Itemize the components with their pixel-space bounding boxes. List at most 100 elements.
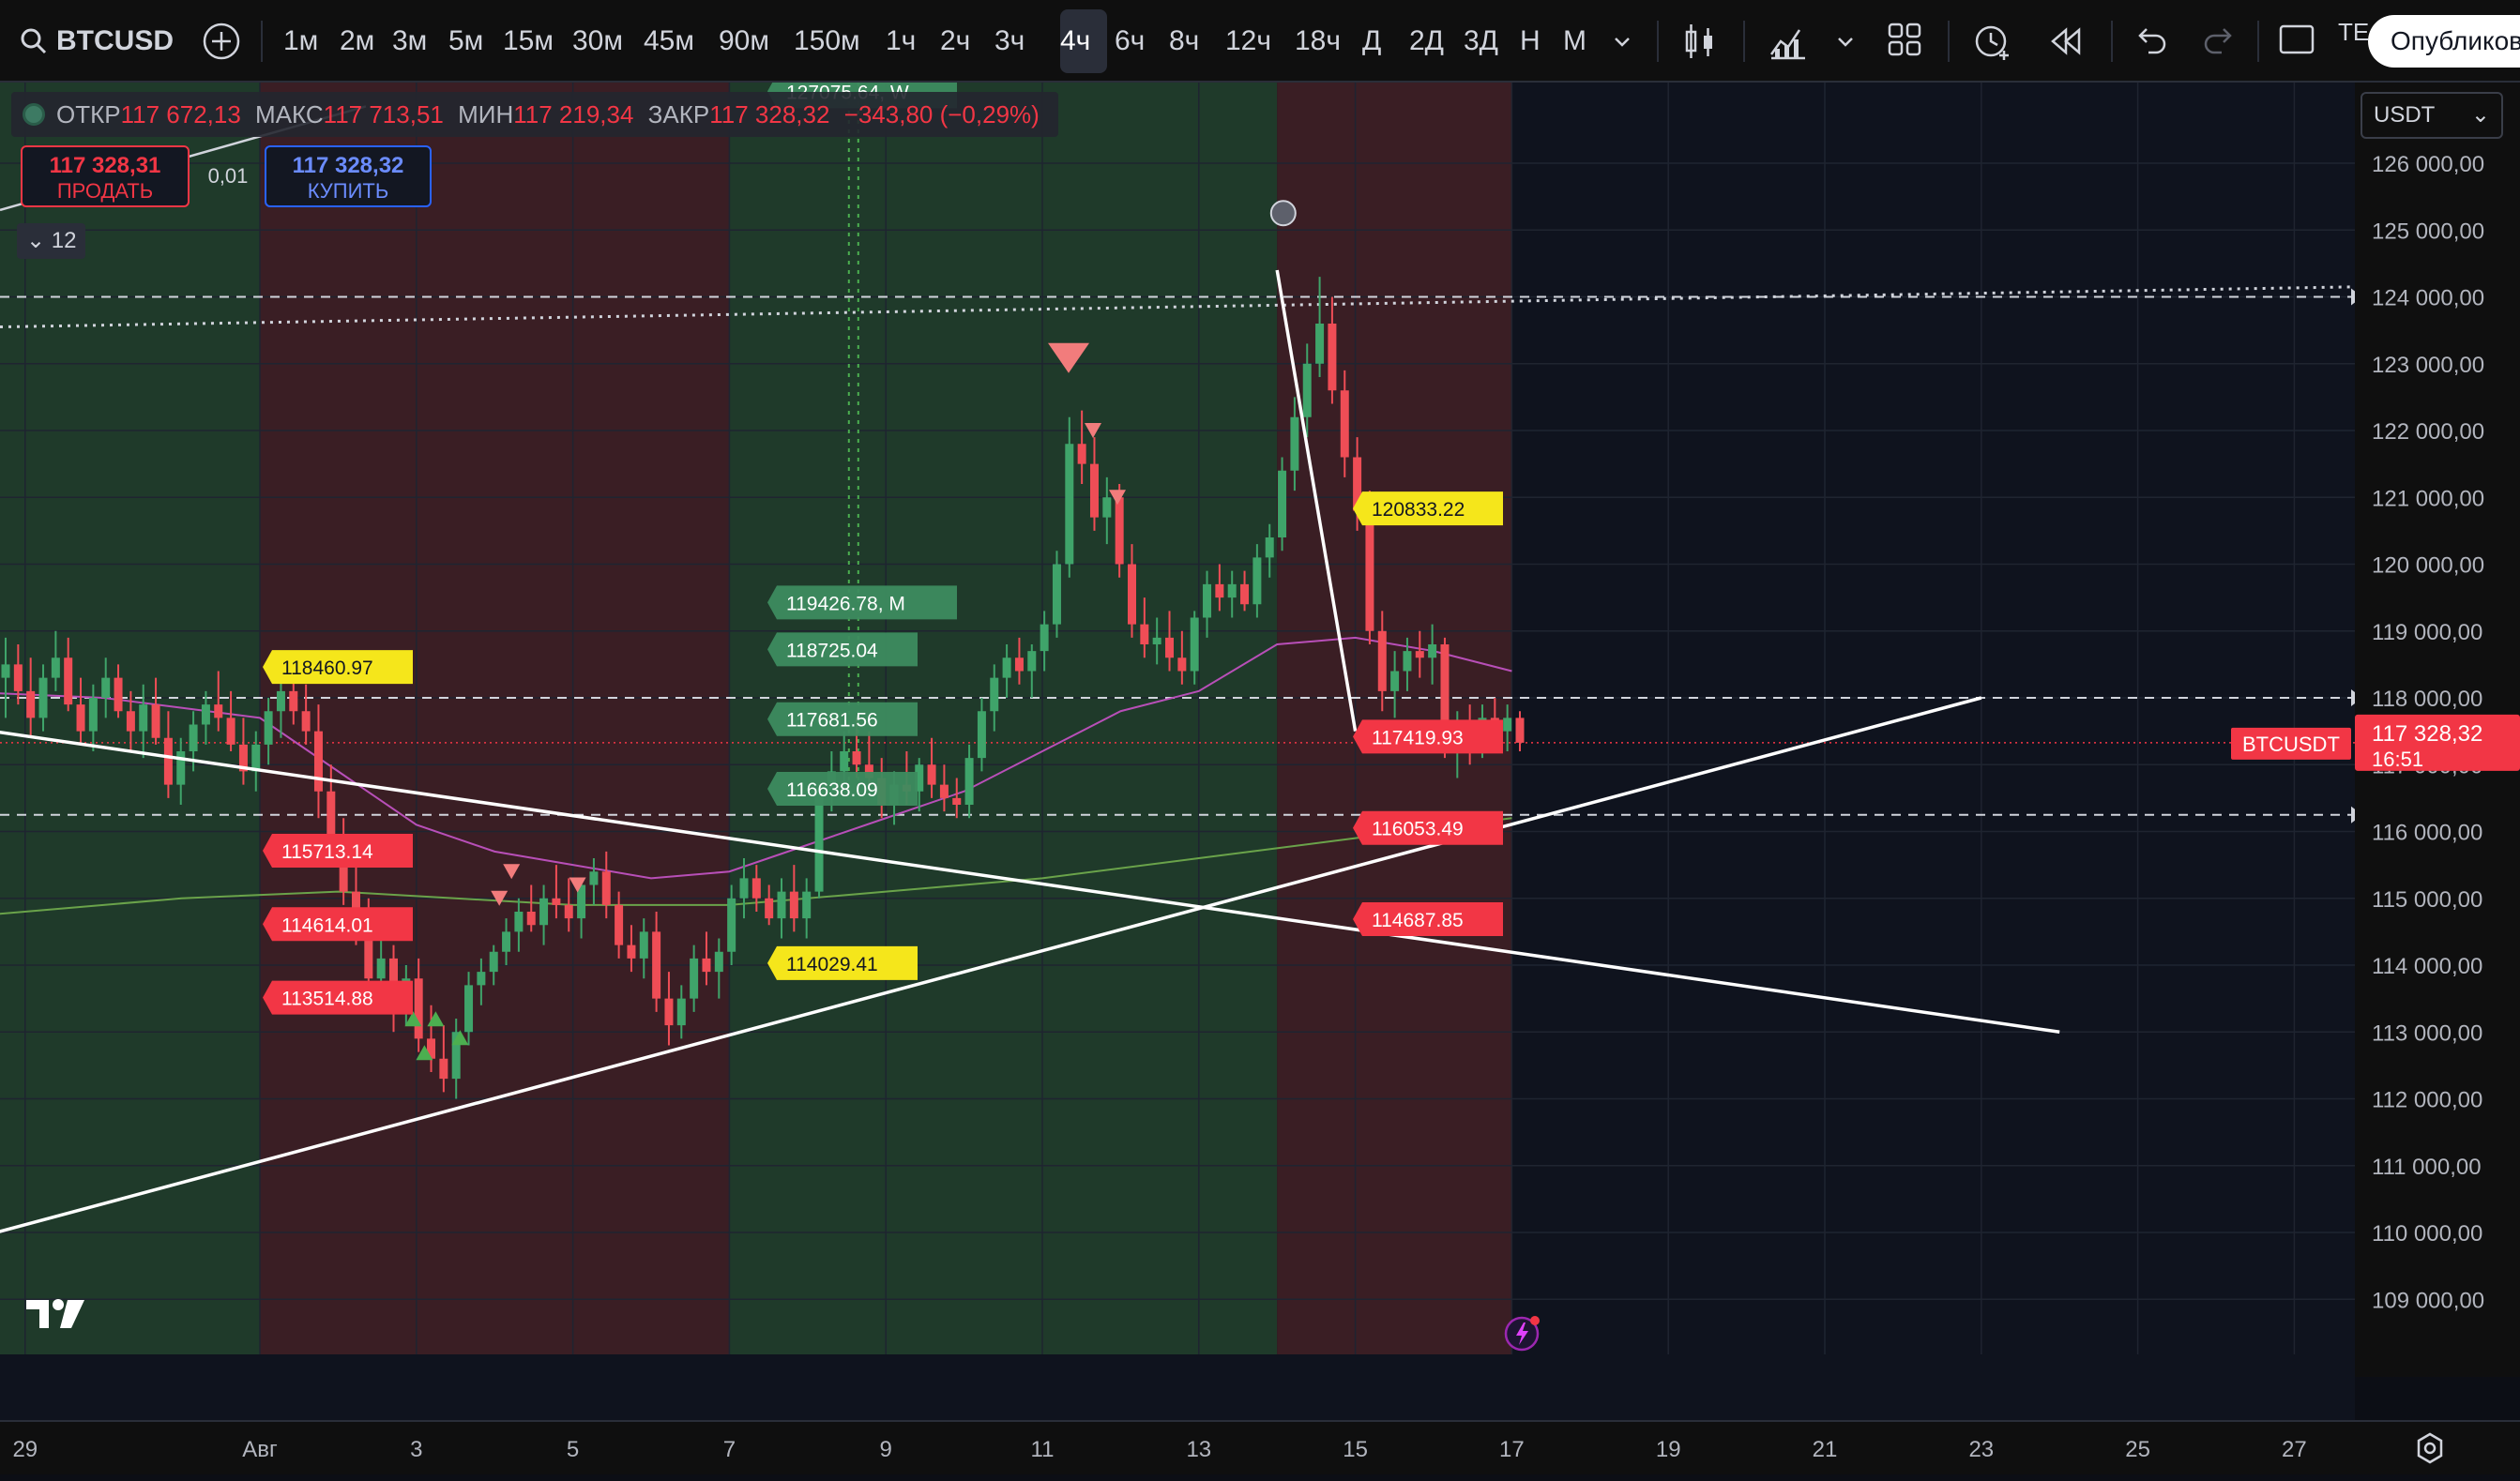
signal-marker bbox=[569, 877, 586, 893]
candle-body bbox=[1403, 651, 1412, 672]
candle-body bbox=[1052, 564, 1061, 625]
flash-icon[interactable] bbox=[1503, 1311, 1544, 1353]
add-symbol-icon[interactable] bbox=[201, 21, 242, 62]
indicators-collapse-button[interactable]: ⌄ 12 bbox=[17, 223, 86, 259]
timeframe-4[interactable]: 15м bbox=[503, 25, 554, 56]
time-tick-label: 29 bbox=[12, 1437, 38, 1462]
timeframe-11[interactable]: 3ч bbox=[994, 25, 1025, 56]
timeframe-7[interactable]: 90м bbox=[719, 25, 769, 56]
candle-body bbox=[163, 737, 173, 785]
timeframe-3[interactable]: 5м bbox=[448, 25, 484, 56]
candle-body bbox=[864, 764, 873, 778]
price-label-bg bbox=[1353, 901, 1503, 936]
price-tick-label: 125 000,00 bbox=[2372, 219, 2484, 244]
price-label-12[interactable]: 116053.49 bbox=[1353, 810, 1503, 845]
alert-clock-icon[interactable] bbox=[1972, 21, 2013, 62]
timeframe-active-highlight bbox=[1060, 9, 1107, 73]
price-tick-label: 109 000,00 bbox=[2372, 1288, 2484, 1313]
price-label-1[interactable]: 115713.14 bbox=[263, 833, 413, 868]
timeframe-12[interactable]: 4ч bbox=[1060, 25, 1091, 56]
price-label-7[interactable]: 117681.56 bbox=[767, 702, 918, 736]
candle-body bbox=[702, 958, 711, 973]
candle-body bbox=[627, 945, 636, 959]
replay-icon[interactable] bbox=[2045, 21, 2087, 62]
price-label-2[interactable]: 114614.01 bbox=[263, 907, 413, 942]
price-label-0[interactable]: 118460.97 bbox=[263, 650, 413, 685]
settings-gear-icon[interactable] bbox=[2413, 1431, 2447, 1465]
redo-icon[interactable] bbox=[2201, 21, 2239, 58]
chevron-down-icon: ⌄ bbox=[2470, 102, 2490, 128]
timeframe-18[interactable]: 2Д bbox=[1409, 25, 1445, 56]
candle-body bbox=[251, 744, 261, 772]
publish-button[interactable]: Опубликов bbox=[2368, 15, 2520, 68]
timeframe-6[interactable]: 45м bbox=[644, 25, 694, 56]
time-tick-label: 23 bbox=[1968, 1437, 1994, 1462]
timeframe-5[interactable]: 30м bbox=[572, 25, 623, 56]
price-label-10[interactable]: 120833.22 bbox=[1353, 491, 1503, 526]
price-label-9[interactable]: 114029.41 bbox=[767, 945, 918, 980]
price-label-5[interactable]: 119426.78, M bbox=[767, 585, 957, 620]
price-label-11[interactable]: 117419.93 bbox=[1353, 719, 1503, 754]
price-label-text: 116053.49 bbox=[1372, 819, 1464, 840]
buy-button[interactable]: 117 328,32 КУПИТЬ bbox=[265, 145, 432, 207]
price-label-3[interactable]: 113514.88 bbox=[263, 980, 413, 1015]
timeframe-21[interactable]: М bbox=[1563, 25, 1586, 56]
timeframe-20[interactable]: Н bbox=[1520, 25, 1541, 56]
search-icon[interactable] bbox=[19, 26, 49, 56]
high-value: 117 713,51 bbox=[323, 100, 444, 128]
price-label-6[interactable]: 118725.04 bbox=[767, 632, 918, 667]
price-label-8[interactable]: 116638.09 bbox=[767, 772, 918, 807]
timeframe-10[interactable]: 2ч bbox=[940, 25, 971, 56]
indicators-icon[interactable] bbox=[1768, 21, 1809, 62]
layouts-icon[interactable] bbox=[1886, 21, 1923, 58]
candle-body bbox=[952, 797, 962, 805]
status-dot-icon[interactable] bbox=[23, 103, 45, 126]
chevron-down-icon: ⌄ bbox=[26, 228, 52, 253]
timeframe-1[interactable]: 2м bbox=[340, 25, 375, 56]
timeframe-19[interactable]: 3Д bbox=[1464, 25, 1499, 56]
symbol-name[interactable]: BTCUSD bbox=[56, 25, 174, 56]
timeframe-15[interactable]: 12ч bbox=[1225, 25, 1271, 56]
candle-body bbox=[289, 690, 298, 712]
candle-body bbox=[751, 878, 761, 899]
price-label-bg bbox=[263, 833, 413, 868]
candles-icon[interactable] bbox=[1681, 21, 1719, 62]
currency-select[interactable]: USDT ⌄ bbox=[2361, 92, 2503, 139]
sell-label: ПРОДАТЬ bbox=[56, 179, 154, 203]
candle-body bbox=[13, 664, 23, 691]
signal-marker bbox=[491, 890, 509, 906]
toolbar-divider bbox=[1657, 21, 1659, 62]
timeframe-9[interactable]: 1ч bbox=[886, 25, 917, 56]
candle-body bbox=[564, 904, 573, 919]
chevron-down-icon[interactable] bbox=[1835, 32, 1856, 53]
candle-body bbox=[376, 958, 386, 979]
timeframe-17[interactable]: Д bbox=[1362, 25, 1382, 56]
chevron-down-icon[interactable] bbox=[1612, 32, 1632, 53]
time-tick-label: 3 bbox=[410, 1437, 422, 1462]
price-axis[interactable]: 126 000,00 125 000,00 124 000,00 123 000,00… bbox=[2355, 83, 2520, 1377]
candle-body bbox=[1265, 537, 1274, 558]
sell-button[interactable]: 117 328,31 ПРОДАТЬ bbox=[21, 145, 190, 207]
timeframe-0[interactable]: 1м bbox=[283, 25, 319, 56]
price-chart[interactable]: 118460.97115713.14114614.01113514.881270… bbox=[0, 83, 2355, 1420]
toolbar-divider bbox=[261, 21, 263, 62]
time-axis[interactable]: 29 Авг 3 5 7 9 11 13 15 17 19 21 23 25 27 bbox=[0, 1420, 2520, 1474]
timeframe-8[interactable]: 150м bbox=[794, 25, 860, 56]
timeframe-14[interactable]: 8ч bbox=[1169, 25, 1200, 56]
undo-icon[interactable] bbox=[2132, 21, 2169, 58]
candle-body bbox=[276, 690, 285, 712]
price-label-bg bbox=[767, 945, 918, 980]
timeframe-13[interactable]: 6ч bbox=[1115, 25, 1146, 56]
timeframe-2[interactable]: 3м bbox=[392, 25, 428, 56]
candle-body bbox=[652, 931, 661, 999]
candle-body bbox=[1340, 390, 1349, 458]
price-tick-label: 122 000,00 bbox=[2372, 419, 2484, 445]
candle-body bbox=[1140, 624, 1149, 644]
candle-body bbox=[38, 677, 48, 718]
timeframe-16[interactable]: 18ч bbox=[1295, 25, 1341, 56]
candle-body bbox=[201, 704, 210, 725]
fullscreen-icon[interactable] bbox=[2278, 21, 2315, 58]
price-label-13[interactable]: 114687.85 bbox=[1353, 901, 1503, 936]
spread-value: 0,01 bbox=[207, 164, 249, 188]
price-label-text: 113514.88 bbox=[281, 989, 373, 1010]
